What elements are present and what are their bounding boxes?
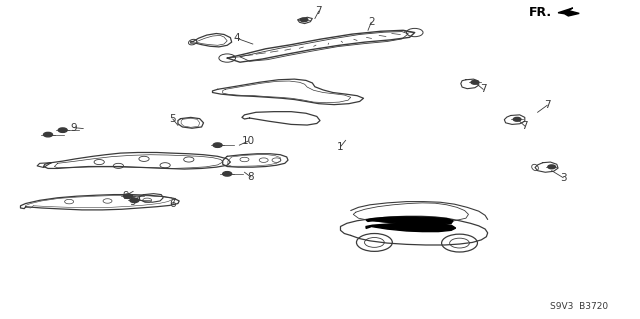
Circle shape [213, 143, 222, 147]
Text: 3: 3 [560, 173, 566, 183]
Text: 6: 6 [170, 199, 176, 209]
Circle shape [548, 165, 556, 169]
Text: 9: 9 [122, 190, 129, 201]
Text: 7: 7 [480, 84, 486, 94]
Text: 10: 10 [242, 136, 255, 146]
Text: 9: 9 [70, 122, 77, 133]
Text: 9: 9 [130, 197, 136, 207]
Circle shape [471, 80, 479, 84]
Text: 5: 5 [170, 114, 176, 124]
Text: FR.: FR. [529, 6, 552, 19]
Circle shape [44, 132, 52, 137]
Text: 7: 7 [544, 100, 550, 110]
Polygon shape [558, 8, 579, 16]
Text: 4: 4 [234, 33, 240, 43]
Circle shape [58, 128, 67, 132]
Circle shape [223, 172, 232, 176]
Text: S9V3  B3720: S9V3 B3720 [550, 302, 608, 311]
Polygon shape [366, 217, 453, 225]
Circle shape [130, 198, 139, 203]
Circle shape [513, 117, 521, 121]
Text: 7: 7 [316, 6, 322, 16]
Circle shape [300, 18, 308, 22]
Circle shape [124, 194, 132, 198]
Text: 1: 1 [337, 142, 344, 152]
Text: 7: 7 [522, 121, 528, 131]
Text: 2: 2 [368, 17, 374, 27]
Text: 8: 8 [248, 172, 254, 182]
Polygon shape [366, 223, 456, 232]
